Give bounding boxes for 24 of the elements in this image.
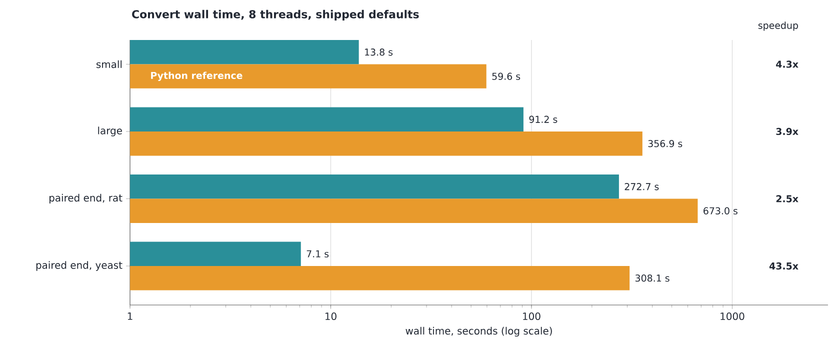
x-tick-label: 100 — [523, 312, 540, 320]
text: speedup — [758, 22, 798, 31]
series-label: Python reference — [151, 72, 242, 81]
data-label: 272.7 s — [624, 183, 659, 190]
annotation: 43.5x — [769, 262, 798, 270]
data-label: 13.8 s — [365, 48, 393, 56]
annotation: 4.3x — [776, 60, 798, 68]
y-tick-label: small — [96, 60, 122, 68]
y-tick-label: paired end, yeast — [36, 261, 122, 271]
y-tick-label: large — [98, 126, 122, 136]
data-label: 308.1 s — [636, 274, 670, 282]
annotation: 2.5x — [776, 195, 798, 202]
x-tick-label: 1000 — [720, 312, 744, 320]
data-label: 59.6 s — [492, 72, 520, 80]
data-label: 673.0 s — [704, 207, 738, 214]
x-tick-label: 1 — [128, 312, 132, 320]
x-axis-title: wall time, seconds (log scale) — [406, 326, 552, 337]
x-tick-label: 10 — [326, 312, 336, 320]
chart-title: Convert wall time, 8 threads, shipped defaults — [132, 10, 419, 21]
data-label: 356.9 s — [648, 140, 682, 148]
y-tick-label: paired end, rat — [49, 194, 122, 204]
annotation: 3.9x — [776, 128, 798, 136]
data-label: 91.2 s — [529, 116, 558, 123]
data-label: 7.1 s — [306, 250, 329, 258]
